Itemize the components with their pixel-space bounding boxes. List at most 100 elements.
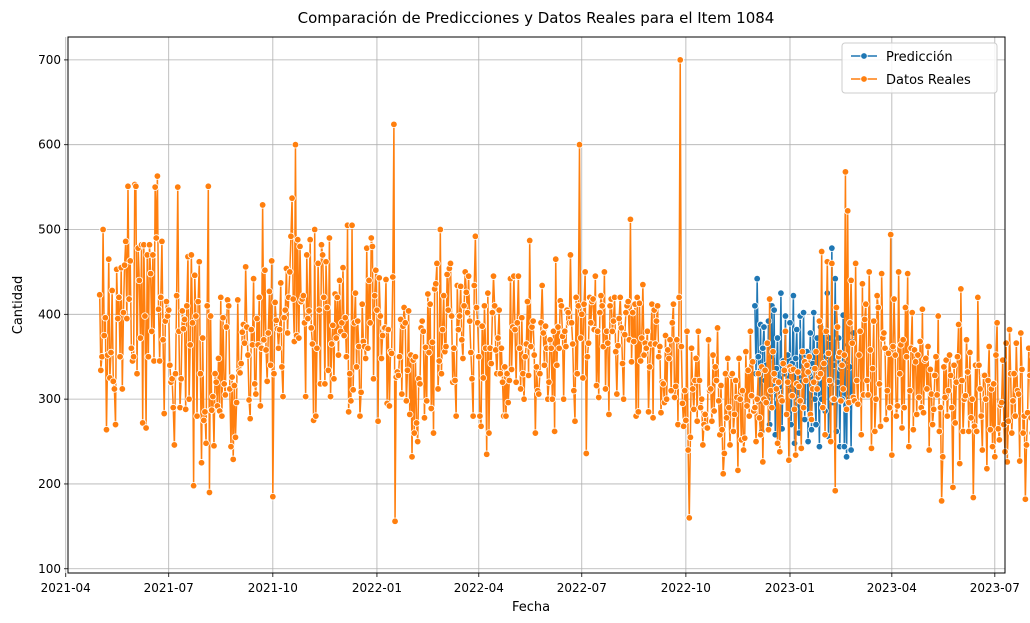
data-point [513,319,521,327]
data-point [745,412,753,420]
data-point [340,331,348,340]
x-tick-label: 2022-07 [557,581,607,595]
data-point [489,272,498,280]
legend: Predicción Datos Reales [841,42,998,94]
data-point [908,308,916,317]
data-point [858,280,867,288]
data-point [374,417,382,425]
data-point [785,456,793,464]
data-point [391,517,399,525]
data-point [914,351,922,359]
data-point [940,363,948,371]
data-point [665,354,673,363]
data-point [444,306,452,314]
data-point [587,319,595,327]
data-point [968,395,976,403]
data-point [194,297,202,306]
data-point [477,422,485,430]
data-point [640,351,648,359]
data-point [456,282,465,291]
y-tick-label: 700 [38,53,61,67]
data-point [894,268,903,276]
data-point [881,344,889,352]
data-point [779,359,787,368]
data-point [208,406,216,414]
data-point [932,353,940,361]
data-point [773,439,782,447]
data-point [395,353,404,361]
data-point [231,433,240,441]
data-point [713,324,722,332]
data-point [318,251,327,259]
data-point [856,327,864,335]
data-point [954,320,963,329]
data-point [805,353,813,361]
data-point [615,314,623,323]
data-point [440,291,448,300]
data-point [552,255,560,263]
data-point [831,487,839,495]
data-point [956,459,964,468]
data-point [530,351,538,359]
data-point [744,366,752,374]
x-tick-label: 2021-10 [248,581,298,595]
data-point [209,392,217,401]
data-point [403,366,412,374]
data-point [1023,409,1030,417]
data-point [356,412,364,420]
data-point [532,363,541,371]
data-point [523,297,532,306]
data-point [406,410,414,419]
data-point [119,308,128,317]
data-point [237,359,245,368]
data-point [810,378,818,386]
data-point [221,391,229,399]
data-point [1021,495,1030,503]
data-point [159,336,167,344]
data-point [252,390,260,398]
data-point [210,442,218,450]
data-point [734,466,742,475]
data-point [452,412,460,420]
data-point [867,444,876,453]
data-point [714,397,723,405]
data-point [965,427,973,436]
data-point [553,361,561,369]
data-point [638,334,646,342]
data-point [659,380,667,388]
data-point [432,280,440,288]
data-point [179,325,188,333]
data-point [330,375,338,383]
series-datos-reales [95,56,1030,525]
data-point [535,390,543,398]
data-point [619,395,628,403]
data-point [922,354,930,363]
data-point [642,344,650,352]
data-point [469,412,477,420]
data-point [877,269,886,278]
data-point [807,415,816,424]
data-point [136,334,145,342]
data-point [892,412,901,420]
data-point [529,317,537,325]
data-point [622,308,630,317]
data-point [962,336,971,344]
data-point [759,458,767,466]
data-point [735,354,743,363]
data-point [450,344,458,352]
data-point [272,316,280,324]
data-point [976,385,984,393]
data-point [120,261,129,269]
data-point [598,302,606,310]
data-point [187,251,196,259]
data-point [926,365,935,374]
data-point [218,412,226,420]
data-point [796,397,804,405]
data-point [200,416,208,425]
data-point [108,286,116,295]
data-point [678,399,687,408]
data-point [1004,417,1013,425]
data-point [781,327,790,335]
data-point [270,370,278,378]
data-point [368,242,377,251]
